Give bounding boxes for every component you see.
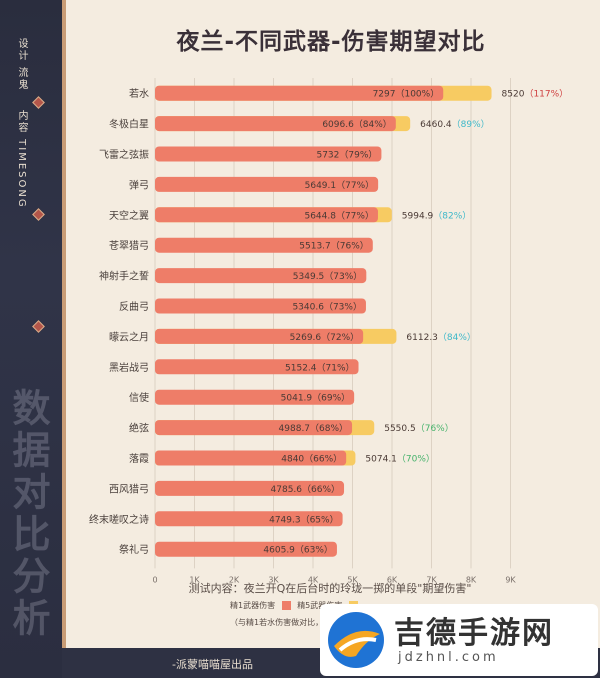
x-tick-label: 7K <box>426 575 437 584</box>
test-note: 测试内容：夜兰开Q在后台时的玲珑一掷的单段"期望伤害" <box>188 582 472 595</box>
bar-primary <box>155 328 364 344</box>
category-label: 落霞 <box>129 453 149 465</box>
x-tick-label: 2K <box>229 575 240 584</box>
x-tick-label: 0 <box>152 575 157 584</box>
bar-primary <box>155 389 355 405</box>
category-label: 黑岩战弓 <box>109 361 149 374</box>
content-credit: 内容 TIMESONG <box>16 110 27 209</box>
bar-primary-label: 4749.3（65%） <box>269 514 339 525</box>
category-label: 冬极白星 <box>109 118 149 131</box>
x-tick-label: 1K <box>189 575 200 584</box>
category-label: 反曲弓 <box>119 301 149 313</box>
site-watermark: 吉德手游网 jdzhnl.com <box>320 604 598 676</box>
bar-primary-label: 4988.7（68%） <box>279 423 349 434</box>
bar-secondary-label: 8520（117%） <box>502 89 569 100</box>
bar-secondary-pct: （70%） <box>397 454 435 465</box>
category-label: 天空之翼 <box>109 209 149 222</box>
bar-primary <box>155 85 444 101</box>
bar-primary <box>155 450 347 466</box>
bar-primary <box>155 176 379 192</box>
bar-secondary-pct: （89%） <box>452 119 490 130</box>
watermark-url: jdzhnl.com <box>398 650 499 665</box>
site-logo-icon <box>328 612 384 668</box>
bar-primary-label: 5732（79%） <box>316 150 377 161</box>
bar-primary <box>155 511 343 527</box>
page-title: 夜兰-不同武器-伤害期望对比 <box>176 29 486 55</box>
bar-primary-label: 5649.1（77%） <box>305 180 375 191</box>
bar-primary <box>155 480 345 496</box>
bar-secondary-label: 5074.1（70%） <box>365 454 435 465</box>
category-label: 绝弦 <box>129 422 149 435</box>
bar-primary <box>155 268 367 284</box>
x-tick-label: 3K <box>268 575 279 584</box>
x-tick-label: 9K <box>505 575 516 584</box>
category-label: 祭礼弓 <box>119 543 149 556</box>
legend-primary-swatch <box>281 601 291 610</box>
bar-primary <box>155 420 353 436</box>
bar-secondary-label: 6460.4（89%） <box>420 119 490 130</box>
bar-primary <box>155 116 396 132</box>
watermark-title: 吉德手游网 <box>394 616 554 651</box>
bar-primary-label: 5644.8（77%） <box>304 210 374 221</box>
bar-primary-label: 5340.6（73%） <box>292 302 362 313</box>
bar-primary <box>155 298 366 314</box>
category-label: 曚云之月 <box>109 330 149 343</box>
bar-secondary-pct: （84%） <box>438 332 476 343</box>
category-label: 终末嗟叹之诗 <box>89 513 149 526</box>
bar-primary <box>155 207 378 223</box>
x-tick-label: 8K <box>466 575 477 584</box>
category-label: 若水 <box>129 87 149 100</box>
category-label: 神射手之誓 <box>99 270 149 283</box>
footer-credit: -派蒙喵喵屋出品 <box>172 658 253 671</box>
bar-primary-label: 7297（100%） <box>373 89 440 100</box>
bar-primary-label: 6096.6（84%） <box>322 119 392 130</box>
sidebar-big-text: 数据对比分析 <box>6 388 50 640</box>
design-credit: 设计 流鬼 <box>16 38 27 92</box>
bar-secondary-label: 5550.5（76%） <box>384 423 454 434</box>
category-label: 弹弓 <box>129 178 149 191</box>
legend-note: （与精1若水伤害做对比，≤69% <box>230 618 348 627</box>
bar-primary-label: 5513.7（76%） <box>299 241 369 252</box>
category-label: 苍翠猎弓 <box>109 239 149 252</box>
x-tick-label: 5K <box>347 575 358 584</box>
legend-primary-label: 精1武器伤害 <box>230 601 276 610</box>
bar-primary <box>155 146 382 162</box>
bar-primary <box>155 237 373 253</box>
bar-secondary-label: 5994.9（82%） <box>402 210 472 221</box>
bar-primary-label: 4605.9（63%） <box>263 545 333 556</box>
category-label: 信使 <box>129 391 149 404</box>
bar-primary-label: 5041.9（69%） <box>281 393 351 404</box>
bar-primary-label: 4785.6（66%） <box>271 484 341 495</box>
bar-secondary-pct: （82%） <box>433 210 471 221</box>
bar-primary <box>155 359 359 375</box>
category-label: 飞雷之弦振 <box>99 148 149 161</box>
category-label: 西风猎弓 <box>109 482 149 495</box>
bar-secondary-label: 6112.3（84%） <box>406 332 476 343</box>
x-tick-label: 6K <box>387 575 398 584</box>
bar-primary-label: 5349.5（73%） <box>293 271 363 282</box>
bar-secondary-pct: （117%） <box>524 89 568 100</box>
content-frame <box>62 0 600 678</box>
bar-primary <box>155 541 337 557</box>
x-tick-label: 4K <box>308 575 319 584</box>
sidebar: 设计 流鬼 内容 TIMESONG 数据对比分析 <box>0 0 62 678</box>
bar-primary-label: 4840（66%） <box>281 454 342 465</box>
bar-secondary-pct: （76%） <box>416 423 454 434</box>
legend-secondary-label: 精5武器伤害 <box>297 601 343 610</box>
bar-primary-label: 5269.6（72%） <box>290 332 360 343</box>
bar-primary-label: 5152.4（71%） <box>285 362 355 373</box>
